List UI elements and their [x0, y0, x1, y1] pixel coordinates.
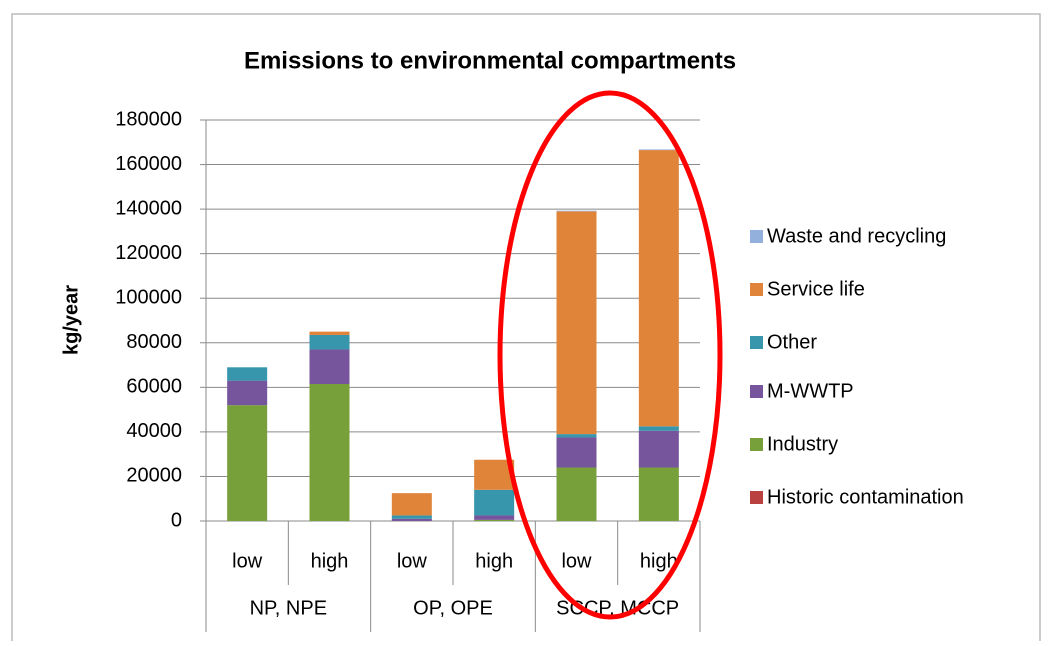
bar-segment	[638, 426, 679, 431]
y-tick-label: 0	[171, 509, 182, 531]
x-tick-label: low	[561, 550, 592, 572]
group-label: OP, OPE	[413, 597, 493, 619]
y-tick-label: 80000	[126, 331, 182, 353]
legend-label: M-WWTP	[767, 380, 854, 402]
bar-segment	[309, 383, 350, 521]
plot: 0 20000 40000 60000 80000 100000 120000 140000 1…	[115, 108, 964, 632]
legend-swatch	[750, 385, 763, 398]
bar-segment	[391, 515, 432, 519]
highlight-ellipse	[497, 90, 723, 620]
bar-segment	[474, 519, 515, 521]
legend-label: Historic contamination	[767, 486, 964, 508]
bar-segment	[638, 467, 679, 521]
legend-swatch	[750, 230, 763, 243]
bar-segment	[556, 467, 597, 521]
x-tick-label: high	[640, 550, 678, 572]
bar-segment	[227, 405, 268, 521]
bar-segment	[309, 349, 350, 384]
bar-segment	[227, 367, 268, 381]
chart-title: Emissions to environmental compartments	[244, 47, 736, 74]
legend-label: Waste and recycling	[767, 225, 946, 247]
x-tick-label: high	[475, 550, 513, 572]
bar-segment	[556, 211, 597, 435]
legend-swatch	[750, 283, 763, 296]
bar-segment	[391, 493, 432, 516]
legend-swatch	[750, 438, 763, 451]
bar-segment	[638, 149, 679, 151]
y-tick-label: 60000	[126, 376, 182, 398]
bar-segment	[638, 430, 679, 468]
legend-label: Service life	[767, 278, 865, 300]
y-tick-label: 180000	[115, 108, 182, 130]
bar-segment	[474, 515, 515, 520]
bar-segment	[391, 518, 432, 521]
bar-segment	[556, 437, 597, 468]
x-tick-label: high	[311, 550, 349, 572]
bar-segment	[309, 331, 350, 335]
group-label: NP, NPE	[250, 597, 327, 619]
y-tick-label: 160000	[115, 153, 182, 175]
y-tick-label: 100000	[115, 287, 182, 309]
bar-segment	[227, 380, 268, 406]
y-tick-label: 140000	[115, 197, 182, 219]
bar-segment	[638, 150, 679, 427]
chart-border	[11, 13, 1041, 646]
bar-segment	[556, 210, 597, 212]
bar-segment	[474, 489, 515, 516]
legend-swatch	[750, 491, 763, 504]
y-axis-label: kg/year	[60, 285, 82, 355]
bar-segment	[309, 334, 350, 350]
y-tick-label: 20000	[126, 465, 182, 487]
bar-segment	[556, 434, 597, 438]
legend-swatch	[750, 336, 763, 349]
x-tick-label: low	[397, 550, 428, 572]
bar-segment	[474, 459, 515, 490]
legend-label: Industry	[767, 433, 838, 455]
legend-label: Other	[767, 331, 817, 353]
y-tick-label: 40000	[126, 420, 182, 442]
x-tick-label: low	[232, 550, 263, 572]
y-tick-label: 120000	[115, 242, 182, 264]
